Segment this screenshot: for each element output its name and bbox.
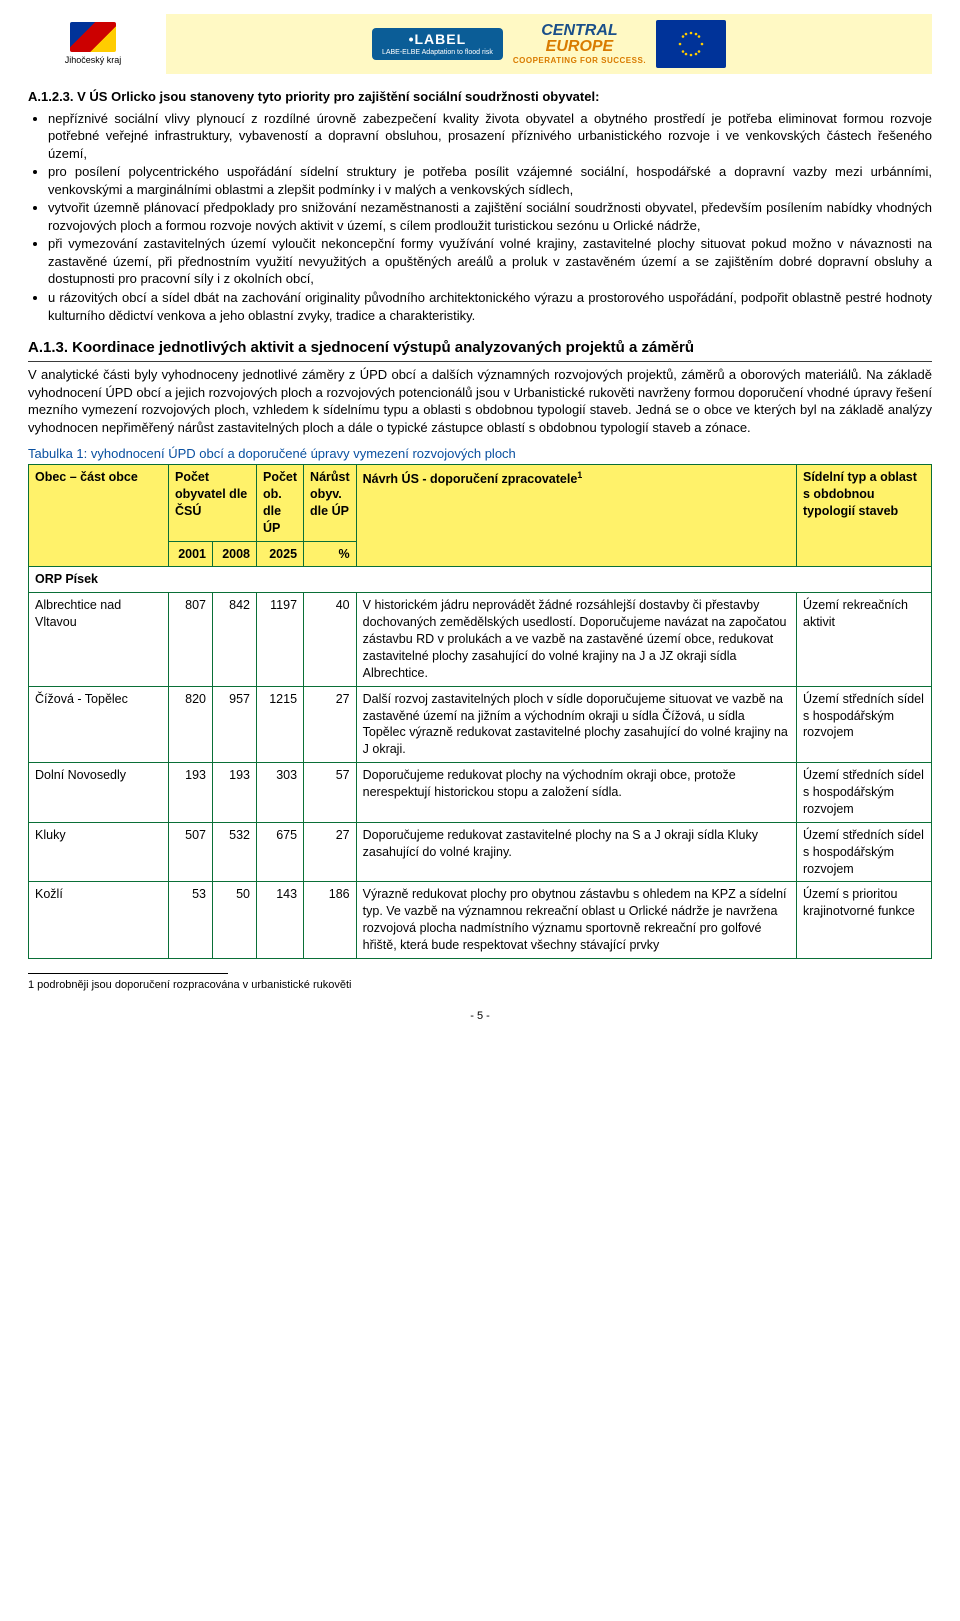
table-head: Obec – část obce Počet obyvatel dle ČSÚ … [29,465,932,567]
th-obec: Obec – část obce [29,465,169,567]
cell-2025: 1197 [257,593,304,686]
cell-navrh: Výrazně redukovat plochy pro obytnou zás… [356,882,796,959]
cell-navrh: Doporučujeme redukovat plochy na východn… [356,763,796,823]
central-line3: COOPERATING FOR SUCCESS. [513,57,646,65]
logo-label: •LABEL LABE-ELBE Adaptation to flood ris… [372,28,503,60]
central-line1: CENTRAL [541,23,617,39]
cell-2025: 303 [257,763,304,823]
cell-narust: 40 [304,593,357,686]
cell-typ: Území středních sídel s hospodářským roz… [797,686,932,763]
bullet-item: pro posílení polycentrického uspořádání … [48,163,932,198]
cell-obec: Dolní Novosedly [29,763,169,823]
page-header: Jihočeský kraj •LABEL LABE-ELBE Adaptati… [28,12,932,76]
footnote-separator [28,973,228,974]
table-body: ORP Písek Albrechtice nad Vltavou 807 84… [29,567,932,959]
th-narust: Nárůst obyv. dle ÚP [304,465,357,542]
cell-typ: Území středních sídel s hospodářským roz… [797,763,932,823]
jk-flag-icon [70,22,116,52]
logo-jihocesky-kraj: Jihočeský kraj [28,14,158,74]
label-title: •LABEL [409,32,467,46]
th-pocet-csu: Počet obyvatel dle ČSÚ [169,465,257,542]
cell-narust: 186 [304,882,357,959]
cell-obec: Albrechtice nad Vltavou [29,593,169,686]
table-row: Kluky 507 532 675 27 Doporučujeme reduko… [29,822,932,882]
section-a123-title: A.1.2.3. V ÚS Orlicko jsou stanoveny tyt… [28,88,932,106]
para-a13: V analytické části byly vyhodnoceny jedn… [28,366,932,436]
table-caption: Tabulka 1: vyhodnocení ÚPD obcí a doporu… [28,445,932,463]
th-navrh-text: Návrh ÚS - doporučení zpracovatele [363,472,578,486]
cell-2008: 50 [213,882,257,959]
cell-2025: 675 [257,822,304,882]
cell-2001: 807 [169,593,213,686]
th-year-2008: 2008 [213,541,257,567]
th-year-2025: 2025 [257,541,304,567]
cell-typ: Území rekreačních aktivit [797,593,932,686]
cell-2001: 193 [169,763,213,823]
central-line2: EUROPE [546,39,614,55]
cell-typ: Území s prioritou krajinotvorné funkce [797,882,932,959]
header-strip: •LABEL LABE-ELBE Adaptation to flood ris… [166,14,932,74]
cell-typ: Území středních sídel s hospodářským roz… [797,822,932,882]
cell-2008: 193 [213,763,257,823]
eu-stars-icon [666,27,716,61]
heading-a13: A.1.3. Koordinace jednotlivých aktivit a… [28,338,932,362]
th-navrh: Návrh ÚS - doporučení zpracovatele1 [356,465,796,567]
cell-obec: Kluky [29,822,169,882]
cell-2025: 143 [257,882,304,959]
cell-obec: Kožlí [29,882,169,959]
section-a123-bullets: nepříznivé sociální vlivy plynoucí z roz… [28,110,932,325]
th-navrh-sup: 1 [577,470,582,480]
orp-row: ORP Písek [29,567,932,593]
cell-narust: 57 [304,763,357,823]
table-row: Kožlí 53 50 143 186 Výrazně redukovat pl… [29,882,932,959]
cell-narust: 27 [304,686,357,763]
cell-navrh: Další rozvoj zastavitelných ploch v sídl… [356,686,796,763]
bullet-item: nepříznivé sociální vlivy plynoucí z roz… [48,110,932,163]
cell-obec: Čížová - Topělec [29,686,169,763]
bullet-item: při vymezování zastavitelných území vylo… [48,235,932,288]
cell-2001: 507 [169,822,213,882]
bullet-item: vytvořit územně plánovací předpoklady pr… [48,199,932,234]
footnote: 1 podrobněji jsou doporučení rozpracován… [28,978,932,993]
cell-navrh: Doporučujeme redukovat zastavitelné ploc… [356,822,796,882]
bullet-item: u rázovitých obcí a sídel dbát na zachov… [48,289,932,324]
page-number: - 5 - [28,1009,932,1024]
cell-2001: 53 [169,882,213,959]
table-row: Čížová - Topělec 820 957 1215 27 Další r… [29,686,932,763]
table-row: Dolní Novosedly 193 193 303 57 Doporučuj… [29,763,932,823]
th-year-2001: 2001 [169,541,213,567]
cell-2008: 842 [213,593,257,686]
orp-cell: ORP Písek [29,567,932,593]
th-pocet-up: Počet ob. dle ÚP [257,465,304,542]
cell-narust: 27 [304,822,357,882]
table-upd: Obec – část obce Počet obyvatel dle ČSÚ … [28,464,932,959]
cell-2008: 532 [213,822,257,882]
cell-2025: 1215 [257,686,304,763]
table-row: Albrechtice nad Vltavou 807 842 1197 40 … [29,593,932,686]
eu-flag-icon [656,20,726,68]
cell-navrh: V historickém jádru neprovádět žádné roz… [356,593,796,686]
cell-2001: 820 [169,686,213,763]
cell-2008: 957 [213,686,257,763]
th-narust-pct: % [304,541,357,567]
logo-central-europe: CENTRAL EUROPE COOPERATING FOR SUCCESS. [513,23,646,65]
jk-label: Jihočeský kraj [65,54,122,66]
label-subtitle: LABE-ELBE Adaptation to flood risk [382,49,493,56]
th-typ: Sídelní typ a oblast s obdobnou typologi… [797,465,932,567]
